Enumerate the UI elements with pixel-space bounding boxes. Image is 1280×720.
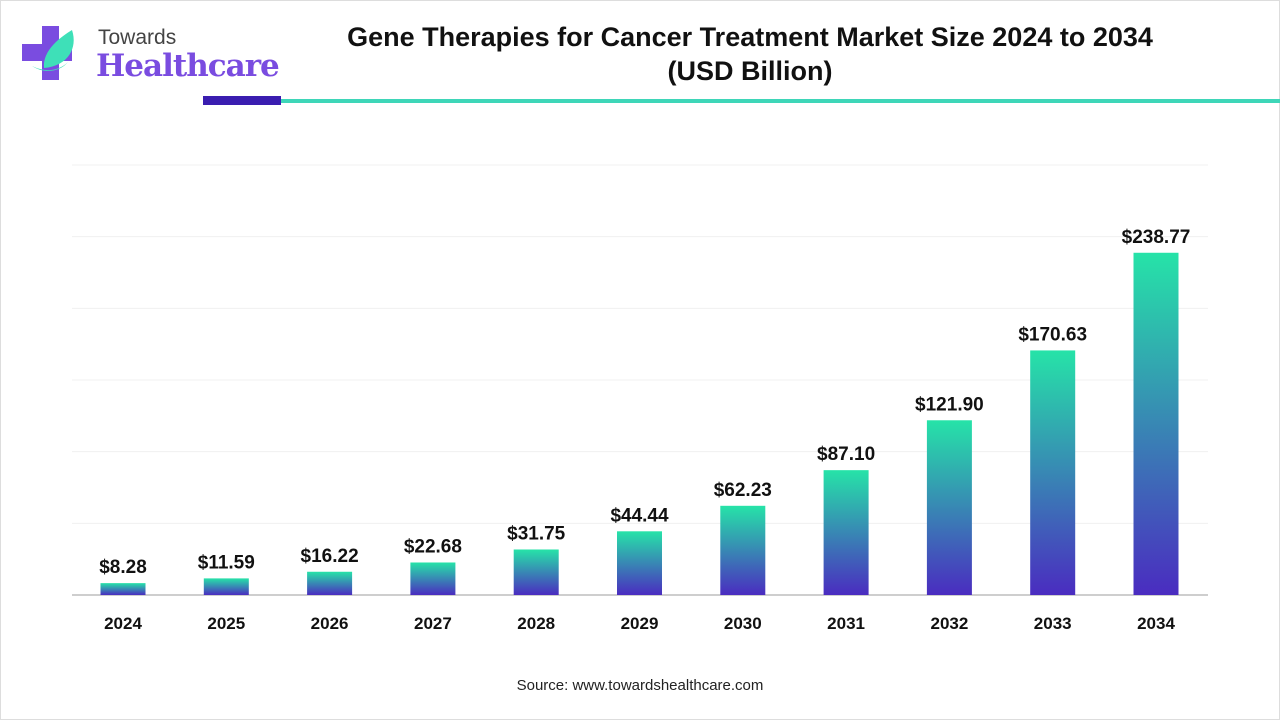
data-label: $87.10 xyxy=(817,444,875,465)
title-line-2: (USD Billion) xyxy=(667,56,833,86)
accent-bar-light xyxy=(281,99,1280,103)
source-note: Source: www.towardshealthcare.com xyxy=(516,677,764,694)
x-tick-label: 2031 xyxy=(827,614,865,633)
bar-2024 xyxy=(100,583,146,595)
x-tick-label: 2030 xyxy=(724,614,762,633)
data-label: $11.59 xyxy=(198,552,255,573)
data-label: $121.90 xyxy=(915,394,984,415)
x-tick-label: 2032 xyxy=(930,614,968,633)
logo-healthcare: Healthcare xyxy=(96,48,280,84)
bar-2028 xyxy=(513,549,559,595)
x-tick-label: 2028 xyxy=(517,614,555,633)
title-line-1: Gene Therapies for Cancer Treatment Mark… xyxy=(347,22,1153,52)
x-tick-label: 2029 xyxy=(621,614,659,633)
x-tick-label: 2033 xyxy=(1034,614,1072,633)
data-label: $8.28 xyxy=(99,557,147,578)
data-label: $238.77 xyxy=(1122,227,1191,248)
cross-leaf-icon xyxy=(22,26,74,80)
bar-2032 xyxy=(926,420,972,595)
bar-2026 xyxy=(307,571,353,595)
x-tick-label: 2024 xyxy=(104,614,142,633)
accent-bar-dark xyxy=(203,96,281,105)
data-label: $16.22 xyxy=(301,546,359,567)
data-label: $62.23 xyxy=(714,480,772,501)
x-tick-label: 2034 xyxy=(1137,614,1175,633)
bar-2033 xyxy=(1030,350,1076,595)
x-tick-label: 2025 xyxy=(207,614,245,633)
x-tick-label: 2027 xyxy=(414,614,452,633)
data-label: $31.75 xyxy=(507,523,566,544)
x-tick-label: 2026 xyxy=(311,614,349,633)
bar-2025 xyxy=(203,578,249,595)
bar-2031 xyxy=(823,470,869,595)
logo-towards: Towards xyxy=(98,26,177,49)
bar-2030 xyxy=(720,505,766,595)
bar-2034 xyxy=(1133,252,1179,595)
bar-2029 xyxy=(617,531,662,595)
chart-title: Gene Therapies for Cancer Treatment Mark… xyxy=(280,20,1220,88)
data-label: $44.44 xyxy=(610,505,669,526)
bar-2027 xyxy=(410,562,456,595)
data-label: $170.63 xyxy=(1018,324,1087,345)
data-label: $22.68 xyxy=(404,536,462,557)
